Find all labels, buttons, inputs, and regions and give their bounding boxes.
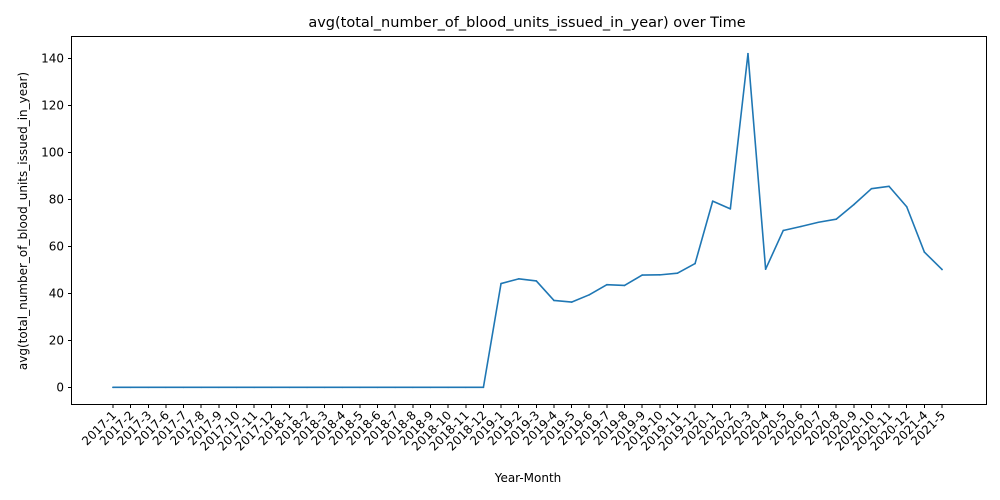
data-point xyxy=(711,200,714,202)
data-point xyxy=(747,52,749,55)
data-point xyxy=(464,386,467,389)
data-point xyxy=(341,386,344,389)
x-axis-label: Year-Month xyxy=(494,471,562,485)
data-point xyxy=(165,386,167,389)
data-point xyxy=(623,284,626,287)
data-point xyxy=(253,386,255,389)
data-point xyxy=(429,386,432,389)
x-axis-ticks: 2017-12017-22017-32017-62017-72017-82017… xyxy=(79,404,948,454)
data-point xyxy=(412,386,414,389)
series-line xyxy=(112,52,943,389)
y-tick-label: 20 xyxy=(49,333,64,347)
data-point xyxy=(764,268,767,271)
data-point xyxy=(182,386,185,389)
data-point xyxy=(147,386,150,389)
data-point xyxy=(658,274,661,276)
data-point xyxy=(235,386,238,389)
data-point xyxy=(394,386,397,389)
data-point xyxy=(112,386,114,389)
axes-frame xyxy=(71,36,987,405)
y-axis-ticks: 0 20 40 60 80 100 120 140 xyxy=(41,52,72,394)
data-point xyxy=(553,299,555,302)
y-axis-label: avg(total_number_of_blood_units_issued_i… xyxy=(16,72,30,370)
y-tick-label: 100 xyxy=(41,146,64,160)
y-tick-label: 60 xyxy=(49,239,64,253)
data-point xyxy=(500,282,502,285)
data-point xyxy=(447,386,449,389)
plot-area xyxy=(112,52,943,389)
y-tick-label: 0 xyxy=(56,380,64,394)
data-point xyxy=(306,386,308,389)
data-point xyxy=(570,301,573,303)
y-tick-label: 80 xyxy=(49,192,64,206)
data-point xyxy=(676,272,679,275)
data-point xyxy=(817,221,820,224)
data-point xyxy=(729,208,732,210)
data-point xyxy=(782,229,785,232)
data-point xyxy=(535,280,538,282)
data-point xyxy=(941,268,943,271)
data-point xyxy=(376,386,379,389)
data-point xyxy=(323,386,326,389)
data-point xyxy=(853,203,855,206)
data-point xyxy=(835,218,837,221)
data-point xyxy=(517,278,520,280)
data-point xyxy=(888,185,890,188)
data-point xyxy=(218,386,220,389)
data-point xyxy=(270,386,273,389)
data-point xyxy=(800,225,802,228)
y-tick-label: 40 xyxy=(49,286,64,300)
data-point xyxy=(905,205,908,208)
data-point xyxy=(588,294,591,296)
data-point xyxy=(129,386,132,389)
data-point xyxy=(870,187,873,190)
data-point xyxy=(482,386,485,389)
chart-title: avg(total_number_of_blood_units_issued_i… xyxy=(308,15,745,31)
data-point xyxy=(606,283,608,286)
data-point xyxy=(641,274,643,276)
y-tick-label: 120 xyxy=(41,99,64,113)
data-point xyxy=(923,251,926,253)
data-point xyxy=(288,386,291,389)
data-point xyxy=(200,386,202,389)
y-tick-label: 140 xyxy=(41,52,64,66)
data-point xyxy=(694,262,696,265)
data-point xyxy=(359,386,361,389)
